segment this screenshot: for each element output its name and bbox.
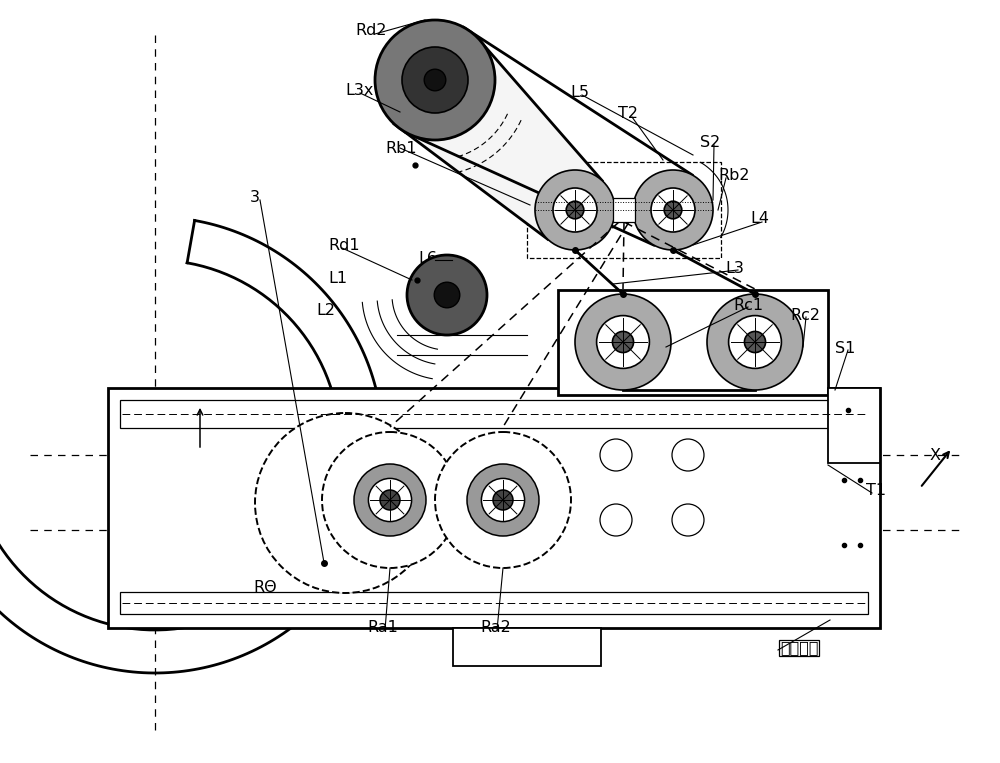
Circle shape bbox=[575, 294, 671, 390]
Circle shape bbox=[535, 170, 615, 250]
FancyBboxPatch shape bbox=[558, 290, 828, 395]
Circle shape bbox=[467, 464, 539, 536]
FancyBboxPatch shape bbox=[527, 162, 721, 258]
Text: S1: S1 bbox=[835, 340, 855, 356]
Circle shape bbox=[612, 331, 634, 353]
Circle shape bbox=[322, 432, 458, 568]
Circle shape bbox=[600, 439, 632, 471]
Text: L1: L1 bbox=[328, 271, 347, 285]
Circle shape bbox=[402, 47, 468, 113]
Text: Ra2: Ra2 bbox=[480, 620, 511, 636]
Circle shape bbox=[354, 464, 426, 536]
Text: Rb2: Rb2 bbox=[718, 168, 750, 182]
Text: X: X bbox=[930, 448, 941, 462]
Text: Rc2: Rc2 bbox=[790, 307, 820, 323]
Text: RΘ: RΘ bbox=[253, 581, 277, 595]
Circle shape bbox=[707, 294, 803, 390]
Circle shape bbox=[493, 490, 513, 510]
Text: T2: T2 bbox=[618, 105, 638, 121]
Text: Rd2: Rd2 bbox=[355, 22, 387, 37]
Circle shape bbox=[434, 282, 460, 307]
Text: Rd1: Rd1 bbox=[328, 237, 360, 253]
FancyBboxPatch shape bbox=[453, 628, 601, 666]
Text: L4: L4 bbox=[750, 211, 769, 226]
Circle shape bbox=[672, 439, 704, 471]
Text: L5: L5 bbox=[570, 85, 589, 99]
Text: Ra1: Ra1 bbox=[367, 620, 398, 636]
Circle shape bbox=[255, 413, 435, 593]
Circle shape bbox=[651, 188, 695, 232]
FancyBboxPatch shape bbox=[120, 400, 868, 428]
Circle shape bbox=[566, 201, 584, 219]
Circle shape bbox=[380, 490, 400, 510]
Text: T1: T1 bbox=[866, 482, 886, 497]
Circle shape bbox=[744, 331, 766, 353]
Circle shape bbox=[375, 20, 495, 140]
Text: Rb1: Rb1 bbox=[385, 140, 417, 156]
Text: L2: L2 bbox=[316, 302, 335, 317]
Text: L3x: L3x bbox=[345, 82, 373, 98]
FancyBboxPatch shape bbox=[120, 592, 868, 614]
Text: L3: L3 bbox=[725, 260, 744, 275]
Circle shape bbox=[407, 255, 487, 335]
Text: Rc1: Rc1 bbox=[733, 298, 763, 313]
Circle shape bbox=[672, 504, 704, 536]
Circle shape bbox=[435, 432, 571, 568]
Circle shape bbox=[633, 170, 713, 250]
Text: 3: 3 bbox=[250, 189, 260, 204]
FancyBboxPatch shape bbox=[108, 388, 880, 628]
Circle shape bbox=[553, 188, 597, 232]
Circle shape bbox=[481, 478, 525, 522]
Circle shape bbox=[424, 69, 446, 91]
FancyBboxPatch shape bbox=[828, 388, 880, 463]
Circle shape bbox=[664, 201, 682, 219]
Polygon shape bbox=[394, 36, 602, 240]
Circle shape bbox=[729, 316, 781, 369]
Text: L6: L6 bbox=[418, 250, 437, 266]
Circle shape bbox=[368, 478, 412, 522]
Circle shape bbox=[600, 504, 632, 536]
Circle shape bbox=[597, 316, 649, 369]
FancyBboxPatch shape bbox=[613, 198, 635, 222]
Text: S2: S2 bbox=[700, 134, 720, 150]
Text: 旋轉平臺: 旋轉平臺 bbox=[780, 640, 818, 655]
